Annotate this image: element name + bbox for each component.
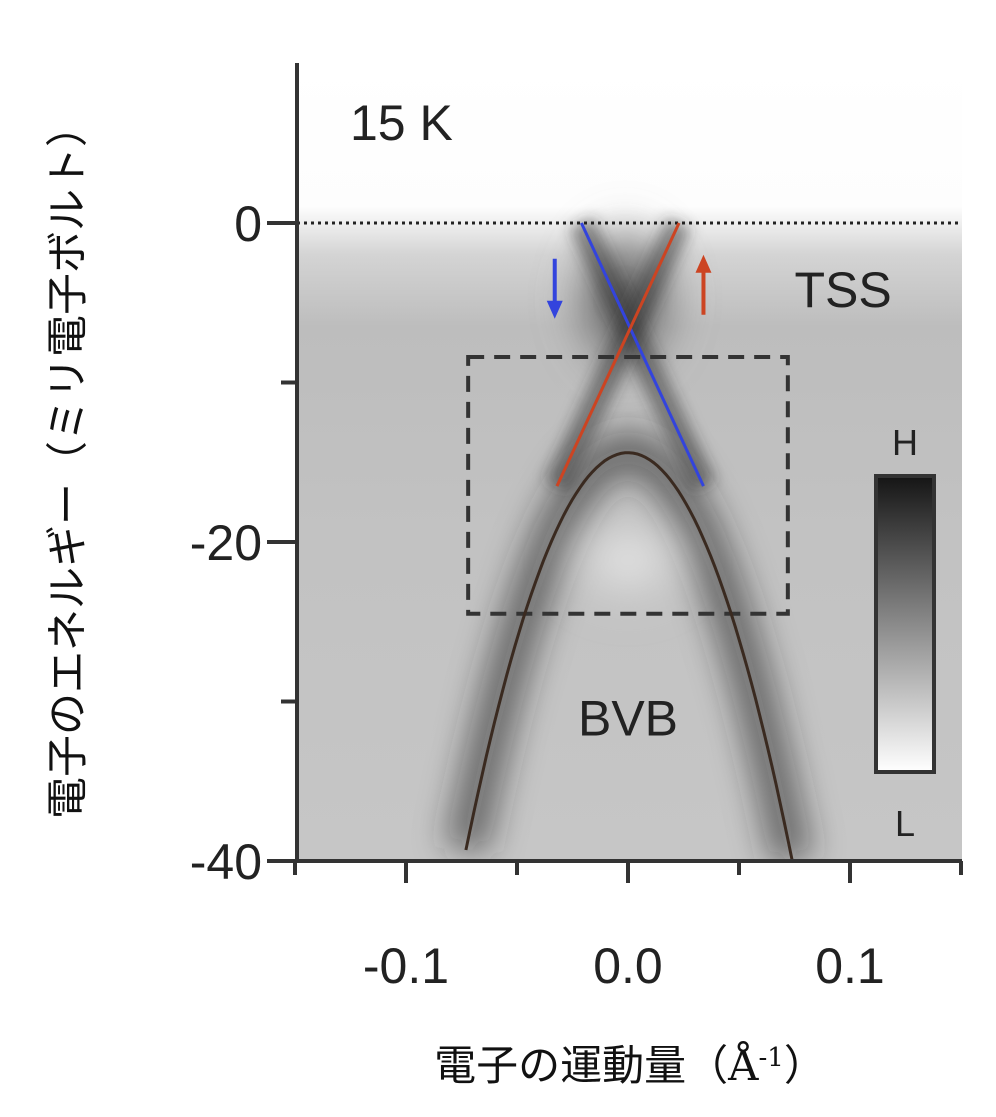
y-tick-label: 0	[234, 196, 262, 252]
colorbar: H L	[874, 422, 936, 844]
bvb-curve	[464, 451, 794, 862]
tss-down-line	[580, 222, 705, 487]
bvb-label: BVB	[578, 690, 678, 746]
y-tick-label: -20	[190, 515, 262, 571]
x-tick-label: 0.0	[593, 938, 663, 994]
tss-up-line	[555, 222, 681, 487]
x-tick-label: 0.1	[815, 938, 885, 994]
zoom-region-box	[466, 354, 790, 616]
colorbar-high-label: H	[892, 422, 918, 463]
colorbar-low-label: L	[895, 803, 915, 844]
axis-ticks: -0.1 0.0 0.1 0 -20 -40	[190, 196, 963, 994]
y-tick-label: -40	[190, 834, 262, 890]
temperature-label: 15 K	[350, 95, 453, 151]
x-tick-label: -0.1	[363, 938, 449, 994]
x-axis-label: 電子の運動量（Å-1）	[434, 1040, 826, 1090]
colorbar-gradient	[874, 474, 936, 774]
y-axis-label: 電子のエネルギー（ミリ電子ボルト）	[43, 105, 92, 819]
spin-up-arrow-icon	[695, 254, 712, 315]
bvb-inner-light	[548, 500, 708, 620]
spin-down-arrow-icon	[546, 258, 563, 319]
tss-label: TSS	[795, 262, 892, 318]
